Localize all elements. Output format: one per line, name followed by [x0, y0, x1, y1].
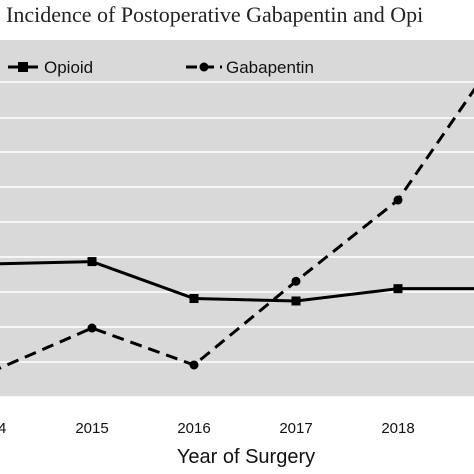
- data-point-gabapentin-2016: [189, 360, 199, 370]
- x-tick-label: 2017: [279, 420, 312, 437]
- x-tick-labels: 4 2015 2016 2017 2018: [0, 420, 415, 437]
- grid-lines: [0, 81, 474, 398]
- series-line-opioid: [0, 260, 474, 303]
- legend-gabapentin-label: Gabapentin: [226, 58, 314, 77]
- series-line-gabapentin: [0, 87, 474, 370]
- x-tick-label: 4: [0, 420, 6, 437]
- x-tick-label: 2018: [381, 420, 414, 437]
- data-point-gabapentin-2015: [87, 323, 97, 333]
- data-point-opioid-2016: [189, 294, 199, 304]
- plot-area: [0, 40, 474, 397]
- chart-title: Incidence of Postoperative Gabapentin an…: [6, 2, 424, 27]
- data-point-opioid-2018: [393, 284, 403, 294]
- series-lines: [0, 87, 474, 370]
- legend: Opioid Gabapentin: [8, 58, 314, 77]
- legend-opioid-marker: [18, 62, 28, 72]
- data-point-gabapentin-2017: [291, 276, 301, 286]
- x-tick-label: 2015: [75, 420, 108, 437]
- data-point-opioid-2017: [291, 296, 301, 306]
- data-point-opioid-2015: [87, 257, 97, 267]
- x-tick-label: 2016: [177, 420, 210, 437]
- x-axis-label: Year of Surgery: [176, 446, 316, 468]
- legend-opioid-label: Opioid: [44, 58, 93, 77]
- data-point-gabapentin-2018: [393, 195, 403, 205]
- legend-gabapentin-marker: [199, 62, 209, 72]
